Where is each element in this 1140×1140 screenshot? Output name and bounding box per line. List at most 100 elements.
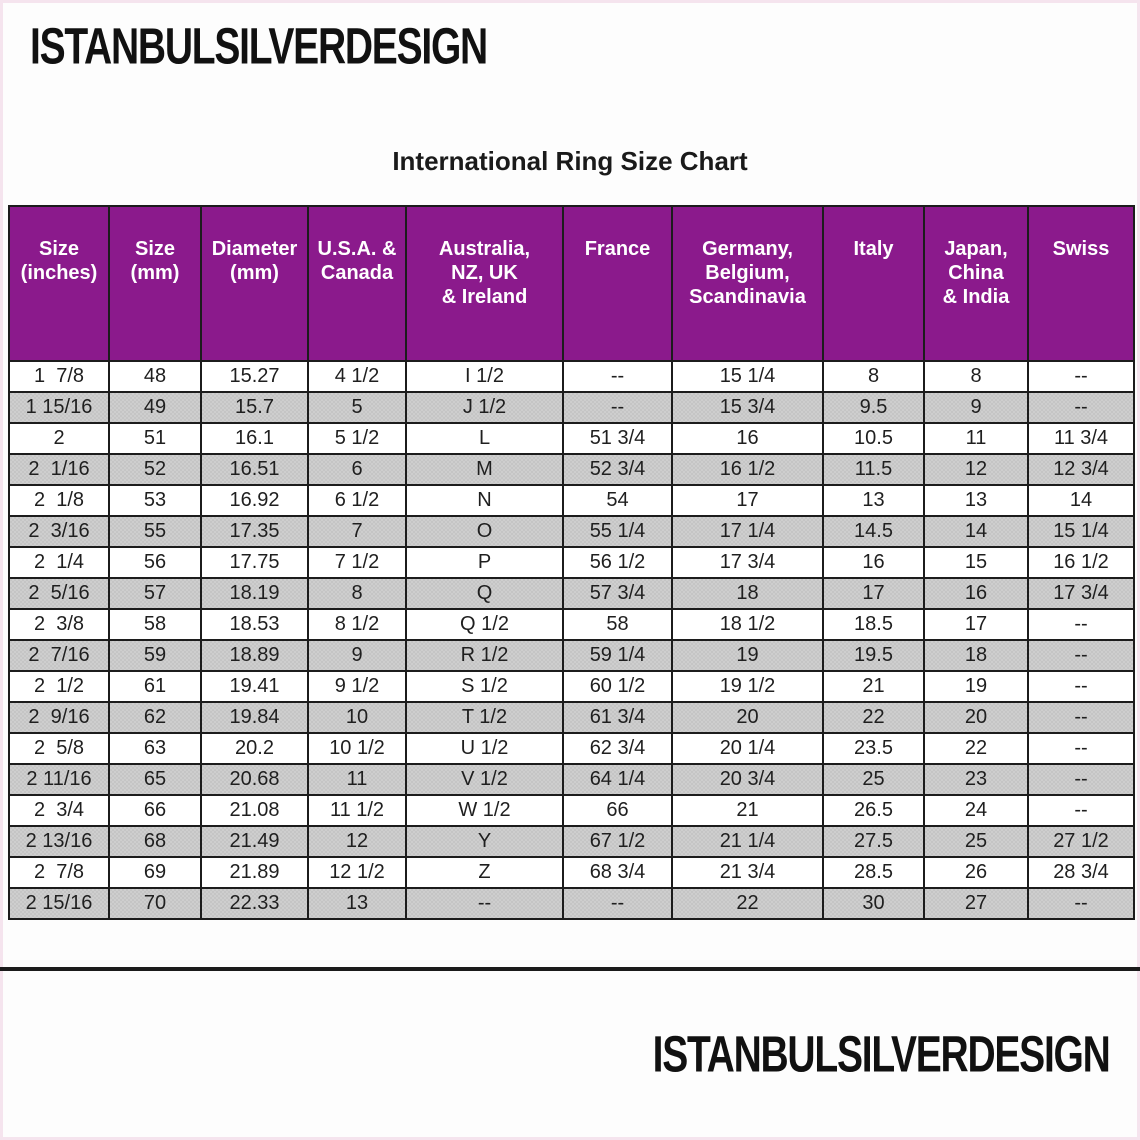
table-cell: 28.5	[822, 856, 925, 889]
table-cell: 2 7/16	[8, 639, 110, 672]
table-cell: 8	[822, 360, 925, 393]
table-cell: 19	[923, 670, 1029, 703]
table-cell: 56 1/2	[562, 546, 673, 579]
table-cell: 56	[108, 546, 202, 579]
column-header: Diameter (mm)	[200, 205, 309, 362]
table-cell: 22.33	[200, 887, 309, 920]
chart-title: International Ring Size Chart	[392, 146, 748, 176]
table-cell: 26.5	[822, 794, 925, 827]
table-cell: 2 13/16	[8, 825, 110, 858]
table-cell: 25	[923, 825, 1029, 858]
table-cell: M	[405, 453, 564, 486]
table-cell: 17	[671, 484, 824, 517]
table-cell: 2 1/4	[8, 546, 110, 579]
column-header: Australia, NZ, UK & Ireland	[405, 205, 564, 362]
ring-size-table: Size (inches) Size (mm) Diameter (mm) U.S.A…	[8, 205, 1135, 920]
table-cell: S 1/2	[405, 670, 564, 703]
table-cell: 21 1/4	[671, 825, 824, 858]
table-cell: --	[562, 391, 673, 424]
table-cell: 2 3/8	[8, 608, 110, 641]
table-cell: 14.5	[822, 515, 925, 548]
table-cell: 16	[671, 422, 824, 455]
table-row: 2 5/8 63 20.2 10 1/2 U 1/2 62 3/4 20 1/4 23.5 22…	[8, 732, 1135, 765]
table-cell: Z	[405, 856, 564, 889]
table-cell: 12	[307, 825, 407, 858]
table-cell: 21 3/4	[671, 856, 824, 889]
table-cell: 16.92	[200, 484, 309, 517]
table-cell: 62 3/4	[562, 732, 673, 765]
table-row: 2 9/16 62 19.84 10 T 1/2 61 3/4 20 22 20 --	[8, 701, 1135, 734]
table-cell: 16.51	[200, 453, 309, 486]
table-cell: 2 5/8	[8, 732, 110, 765]
table-cell: 2 1/2	[8, 670, 110, 703]
table-cell: 22	[671, 887, 824, 920]
table-cell: 2 15/16	[8, 887, 110, 920]
table-cell: --	[1027, 887, 1135, 920]
table-cell: 18.19	[200, 577, 309, 610]
table-cell: N	[405, 484, 564, 517]
table-cell: 27 1/2	[1027, 825, 1135, 858]
table-cell: 66	[108, 794, 202, 827]
table-cell: 27.5	[822, 825, 925, 858]
table-cell: L	[405, 422, 564, 455]
column-header: France	[562, 205, 673, 362]
table-cell: 58	[108, 608, 202, 641]
table-cell: 12 1/2	[307, 856, 407, 889]
table-cell: W 1/2	[405, 794, 564, 827]
table-cell: 7	[307, 515, 407, 548]
table-cell: 69	[108, 856, 202, 889]
table-cell: 10.5	[822, 422, 925, 455]
table-cell: P	[405, 546, 564, 579]
column-header: Italy	[822, 205, 925, 362]
table-cell: 1 15/16	[8, 391, 110, 424]
table-cell: 4 1/2	[307, 360, 407, 393]
table-cell: 66	[562, 794, 673, 827]
brand-wordmark-bottom: ISTANBULSILVERDESIGN	[653, 1025, 1111, 1083]
table-cell: O	[405, 515, 564, 548]
table-row: 2 5/16 57 18.19 8 Q 57 3/4 18 17 16 17 3/4	[8, 577, 1135, 610]
table-cell: 18 1/2	[671, 608, 824, 641]
table-cell: 58	[562, 608, 673, 641]
table-cell: 15.7	[200, 391, 309, 424]
table-cell: 18	[923, 639, 1029, 672]
table-cell: 48	[108, 360, 202, 393]
table-row: 2 3/4 66 21.08 11 1/2 W 1/2 66 21 26.5 24 --	[8, 794, 1135, 827]
table-cell: 18.5	[822, 608, 925, 641]
table-cell: 8 1/2	[307, 608, 407, 641]
table-cell: 14	[1027, 484, 1135, 517]
table-cell: 18.53	[200, 608, 309, 641]
table-cell: 7 1/2	[307, 546, 407, 579]
table-cell: 1 7/8	[8, 360, 110, 393]
table-cell: 18	[671, 577, 824, 610]
table-cell: 52 3/4	[562, 453, 673, 486]
table-cell: Q 1/2	[405, 608, 564, 641]
table-row: 2 3/16 55 17.35 7 O 55 1/4 17 1/4 14.5 14 15 1/4	[8, 515, 1135, 548]
table-cell: 59	[108, 639, 202, 672]
table-cell: 19.5	[822, 639, 925, 672]
table-cell: 20 3/4	[671, 763, 824, 796]
table-cell: 12	[923, 453, 1029, 486]
table-cell: I 1/2	[405, 360, 564, 393]
table-row: 2 11/16 65 20.68 11 V 1/2 64 1/4 20 3/4 25 23 --	[8, 763, 1135, 796]
table-cell: 62	[108, 701, 202, 734]
table-cell: 52	[108, 453, 202, 486]
table-cell: 2 7/8	[8, 856, 110, 889]
table-cell: 20.68	[200, 763, 309, 796]
table-cell: 21	[822, 670, 925, 703]
table-cell: 17.35	[200, 515, 309, 548]
table-cell: 61	[108, 670, 202, 703]
table-cell: 8	[923, 360, 1029, 393]
table-cell: 60 1/2	[562, 670, 673, 703]
table-cell: 61 3/4	[562, 701, 673, 734]
table-row: 2 15/16 70 22.33 13 -- -- 22 30 27 --	[8, 887, 1135, 920]
table-cell: 70	[108, 887, 202, 920]
brand-wordmark-top: ISTANBULSILVERDESIGN	[30, 17, 488, 75]
table-cell: V 1/2	[405, 763, 564, 796]
table-cell: 6 1/2	[307, 484, 407, 517]
table-cell: 15 1/4	[671, 360, 824, 393]
table-cell: 65	[108, 763, 202, 796]
table-cell: U 1/2	[405, 732, 564, 765]
table-cell: 30	[822, 887, 925, 920]
table-cell: 5	[307, 391, 407, 424]
